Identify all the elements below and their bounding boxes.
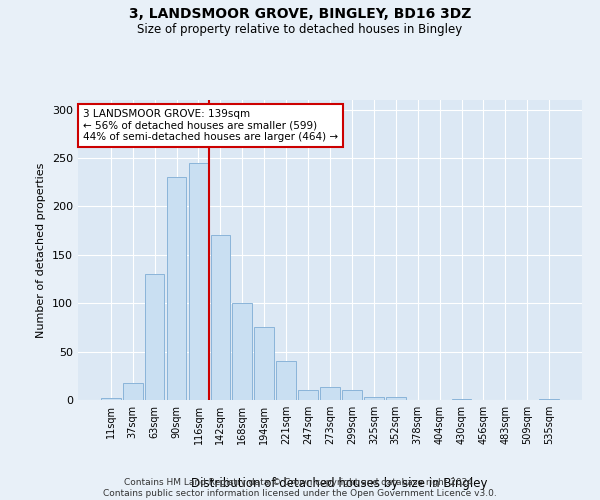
Bar bbox=[211, 236, 230, 400]
Text: 3 LANDSMOOR GROVE: 139sqm
← 56% of detached houses are smaller (599)
44% of semi: 3 LANDSMOOR GROVE: 139sqm ← 56% of detac… bbox=[83, 109, 338, 142]
Bar bbox=[276, 362, 296, 400]
Text: Size of property relative to detached houses in Bingley: Size of property relative to detached ho… bbox=[137, 22, 463, 36]
Bar bbox=[101, 398, 121, 400]
Bar bbox=[320, 388, 340, 400]
Bar bbox=[364, 397, 384, 400]
Bar bbox=[232, 303, 252, 400]
Bar bbox=[298, 390, 318, 400]
Text: Distribution of detached houses by size in Bingley: Distribution of detached houses by size … bbox=[191, 477, 487, 490]
Bar bbox=[342, 390, 362, 400]
Bar bbox=[145, 274, 164, 400]
Bar bbox=[254, 328, 274, 400]
Bar bbox=[539, 399, 559, 400]
Text: 3, LANDSMOOR GROVE, BINGLEY, BD16 3DZ: 3, LANDSMOOR GROVE, BINGLEY, BD16 3DZ bbox=[129, 8, 471, 22]
Bar bbox=[452, 399, 472, 400]
Bar bbox=[167, 178, 187, 400]
Y-axis label: Number of detached properties: Number of detached properties bbox=[37, 162, 46, 338]
Text: Contains HM Land Registry data © Crown copyright and database right 2024.
Contai: Contains HM Land Registry data © Crown c… bbox=[103, 478, 497, 498]
Bar bbox=[123, 382, 143, 400]
Bar bbox=[386, 397, 406, 400]
Bar bbox=[188, 163, 208, 400]
